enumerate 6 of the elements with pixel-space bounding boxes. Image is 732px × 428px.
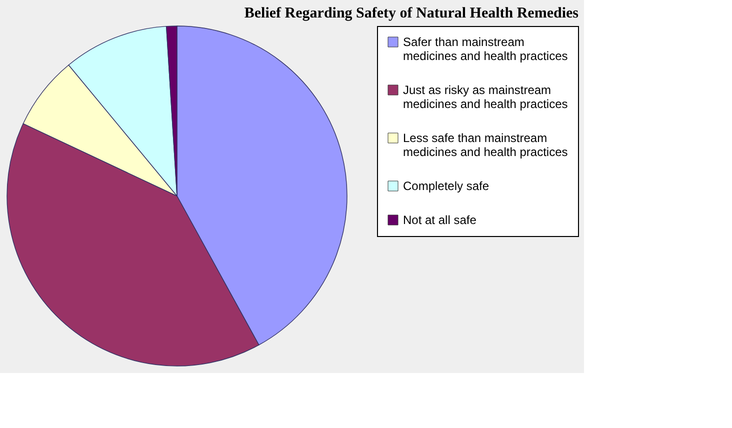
legend-label: Less safe than mainstream medicines and health practices	[403, 131, 568, 159]
legend-label: Just as risky as mainstream medicines and health practices	[403, 83, 568, 111]
legend-label: Safer than mainstream medicines and health practices	[403, 35, 568, 63]
legend-label: Not at all safe	[403, 213, 477, 227]
legend-label: Completely safe	[403, 179, 490, 193]
chart-title: Belief Regarding Safety of Natural Health Remedies	[244, 6, 579, 22]
